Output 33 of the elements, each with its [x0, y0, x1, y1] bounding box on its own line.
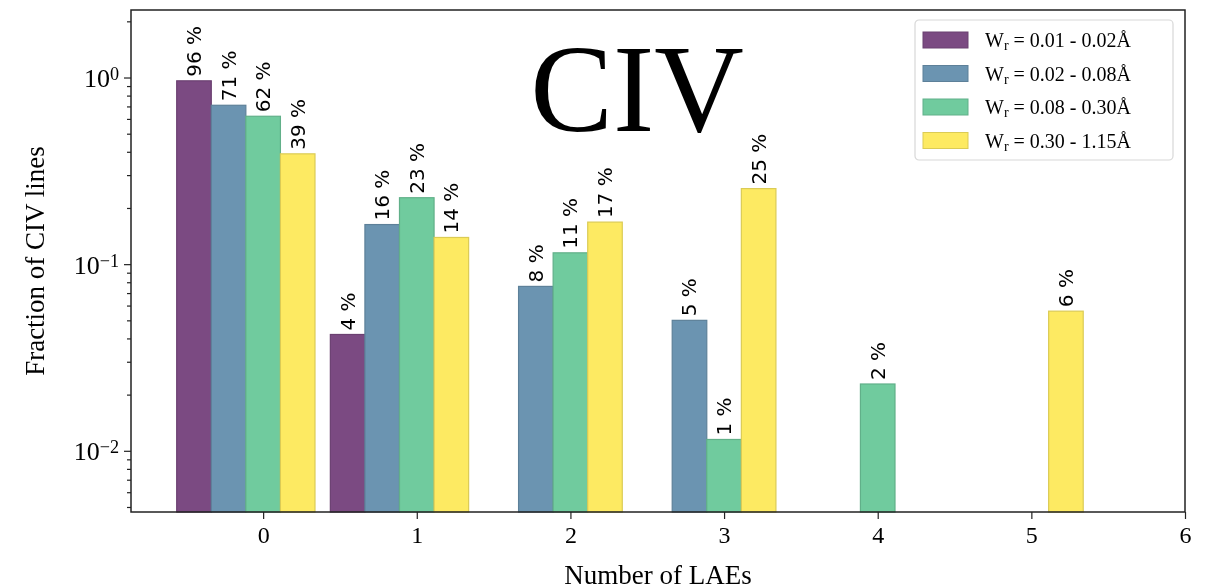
data-label: 8 %	[523, 244, 548, 283]
x-tick-label: 3	[718, 522, 731, 549]
legend-label: W$_{r}$ = 0.02 - 0.08Å	[985, 62, 1132, 87]
x-axis-title: Number of LAEs	[564, 560, 752, 588]
data-label: 6 %	[1053, 269, 1078, 308]
data-label: 5 %	[677, 278, 702, 317]
data-label: 14 %	[439, 182, 464, 234]
data-label: 2 %	[865, 341, 890, 380]
data-label: 96 %	[181, 26, 206, 77]
data-label: 1 %	[712, 397, 737, 436]
data-label: 62 %	[251, 61, 276, 113]
data-label: 39 %	[285, 99, 310, 150]
data-label: 25 %	[746, 133, 771, 185]
x-tick-label: 2	[564, 522, 577, 549]
y-tick-label: 10$^{−1}$	[73, 250, 119, 280]
data-label: 23 %	[404, 142, 429, 194]
legend-label: W$_{r}$ = 0.08 - 0.30Å	[985, 96, 1132, 120]
y-tick-label: 10$^{0}$	[83, 63, 119, 94]
x-tick-label: 0	[257, 522, 270, 549]
x-tick-label: 5	[1025, 522, 1038, 549]
data-label: 4 %	[335, 292, 360, 331]
data-label: 16 %	[370, 169, 395, 221]
chart-title: CIV	[530, 21, 744, 158]
data-label: 71 %	[216, 50, 241, 102]
x-tick-label: 1	[411, 522, 424, 549]
legend-label: W$_{r}$ = 0.01 - 0.02Å	[985, 29, 1132, 53]
legend-label: W$_{r}$ = 0.30 - 1.15Å	[985, 129, 1132, 154]
y-tick-label: 10$^{−2}$	[73, 437, 119, 467]
data-label: 17 %	[592, 167, 617, 219]
x-tick-label: 6	[1179, 522, 1192, 549]
x-tick-label: 4	[872, 522, 885, 549]
y-axis-title: Fraction of CIV lines	[20, 146, 50, 376]
data-label: 11 %	[558, 198, 583, 249]
